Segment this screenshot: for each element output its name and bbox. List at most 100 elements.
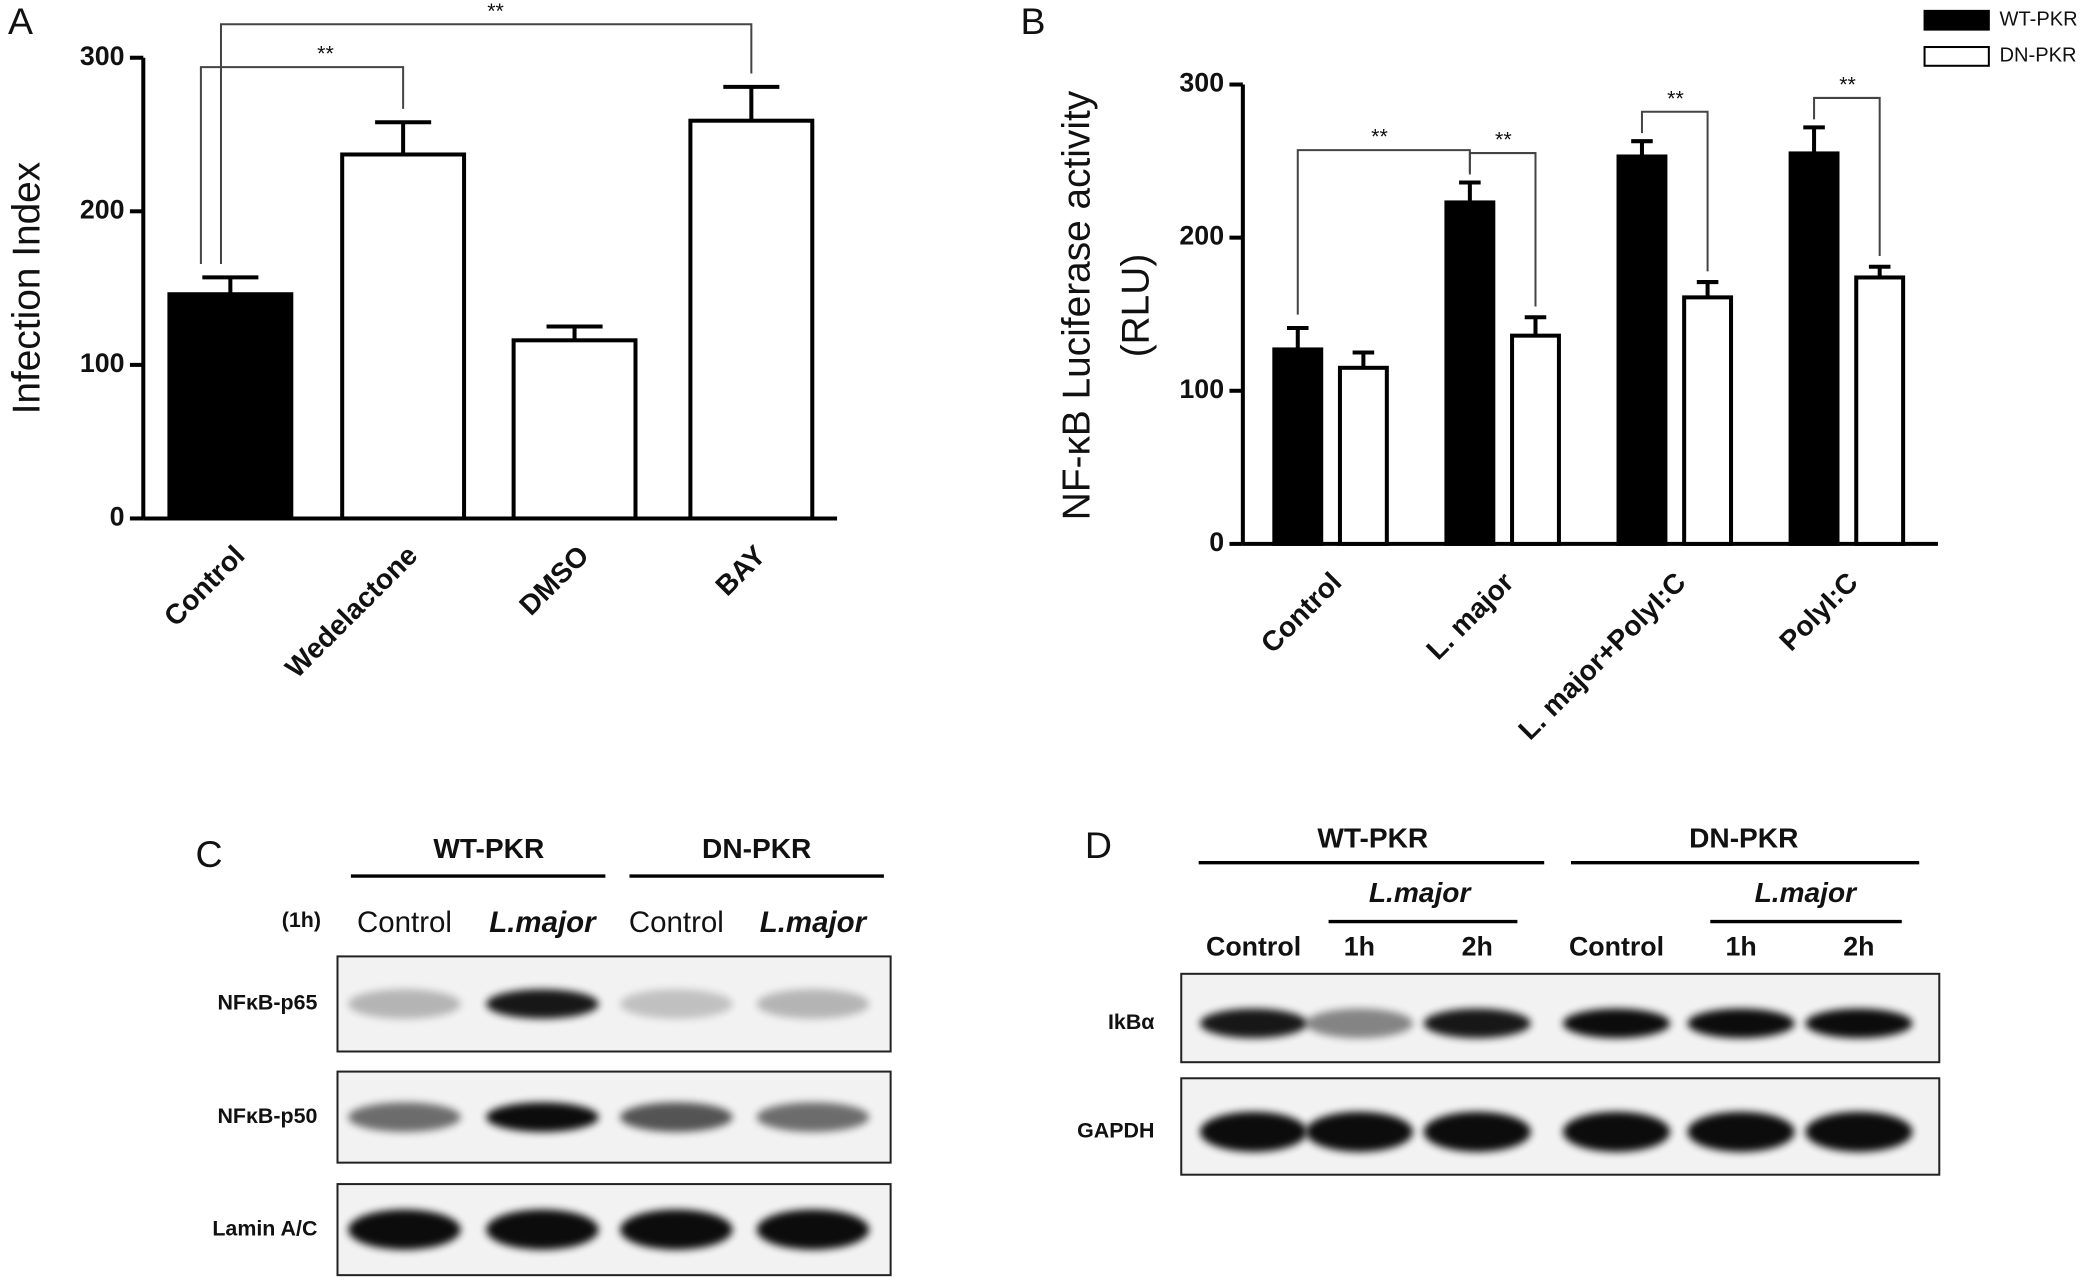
- band: [756, 989, 870, 1019]
- row-label: NFκB-p50: [217, 1104, 317, 1128]
- error-bar: [1352, 350, 1375, 368]
- bar: [688, 118, 815, 521]
- error-bar: [1524, 315, 1547, 336]
- significance-label: **: [487, 0, 504, 23]
- y-axis-label: NF-κB Luciferase activity: [1056, 90, 1099, 520]
- x-tick-label: DMSO: [513, 540, 595, 622]
- significance-bracket: [219, 23, 753, 264]
- x-tick-label: Control: [158, 540, 251, 633]
- band: [620, 989, 733, 1019]
- bar: [340, 152, 467, 521]
- time-label: (1h): [282, 908, 321, 932]
- significance-label: **: [1667, 86, 1684, 110]
- row-label: GAPDH: [1077, 1119, 1154, 1143]
- error-bar: [375, 120, 432, 155]
- y-tick-label: 300: [80, 41, 125, 71]
- legend-label: WT-PKR: [2000, 9, 2078, 31]
- panel-label: A: [8, 0, 33, 42]
- bar: [1510, 333, 1561, 546]
- y-axis-label: (RLU): [1115, 254, 1158, 358]
- significance-label: **: [1371, 125, 1388, 149]
- bar: [1272, 347, 1324, 546]
- band: [1423, 1008, 1531, 1039]
- x-tick-label: Wedelactone: [279, 540, 423, 684]
- band: [1687, 1008, 1795, 1039]
- x-tick-label: L. major: [1420, 566, 1519, 665]
- bar: [1444, 200, 1496, 546]
- bar: [1854, 275, 1906, 546]
- significance-label: **: [1495, 128, 1512, 152]
- group-label: DN-PKR: [702, 833, 811, 864]
- lane-label: L.major: [489, 906, 597, 939]
- legend-swatch: [1923, 9, 1990, 31]
- lane-label: L.major: [760, 906, 868, 939]
- error-bar: [1696, 280, 1719, 298]
- significance-label: **: [317, 42, 334, 66]
- band: [1562, 1008, 1671, 1039]
- error-bar: [1803, 125, 1825, 154]
- bar: [1788, 151, 1840, 546]
- legend-label: DN-PKR: [2000, 45, 2077, 67]
- band: [1562, 1111, 1671, 1152]
- panel-label: B: [1021, 0, 1046, 42]
- band: [620, 1102, 733, 1132]
- band: [1423, 1111, 1531, 1152]
- band: [1200, 1111, 1308, 1152]
- row-label: NFκB-p65: [217, 991, 317, 1015]
- band: [348, 989, 461, 1019]
- y-tick-label: 300: [1179, 68, 1224, 98]
- band: [486, 1209, 599, 1250]
- subgroup-label: L.major: [1755, 877, 1859, 908]
- bar: [1337, 365, 1389, 546]
- band: [1305, 1111, 1413, 1152]
- lane-label: 2h: [1843, 931, 1874, 961]
- y-axis-label: Infection Index: [6, 162, 49, 415]
- lane-label: Control: [1569, 931, 1664, 961]
- significance-bracket: [1813, 96, 1881, 257]
- significance-bracket: [1296, 149, 1471, 315]
- lane-label: 1h: [1725, 931, 1756, 961]
- group-label: WT-PKR: [433, 833, 544, 864]
- lane-label: 1h: [1344, 931, 1375, 961]
- error-bar: [1286, 325, 1309, 350]
- x-tick-label: PolyI:C: [1773, 566, 1863, 656]
- band: [1305, 1008, 1413, 1039]
- panel-label: D: [1085, 824, 1112, 866]
- legend-swatch: [1923, 46, 1990, 67]
- error-bar: [1868, 264, 1891, 278]
- band: [348, 1102, 461, 1132]
- y-tick-label: 100: [1179, 374, 1224, 404]
- band: [1200, 1008, 1308, 1039]
- significance-bracket: [199, 66, 405, 264]
- x-tick-label: Control: [1255, 566, 1348, 659]
- band: [1805, 1111, 1913, 1152]
- band: [348, 1209, 461, 1250]
- band: [486, 1102, 599, 1132]
- row-label: IkBα: [1108, 1010, 1154, 1034]
- y-tick-label: 200: [1179, 221, 1224, 251]
- significance-label: **: [1839, 73, 1856, 97]
- lane-label: 2h: [1462, 931, 1493, 961]
- row-label: Lamin A/C: [212, 1216, 317, 1240]
- lane-label: Control: [357, 906, 452, 939]
- error-bar: [1631, 139, 1653, 157]
- y-tick-label: 0: [110, 502, 125, 532]
- group-label: DN-PKR: [1689, 822, 1798, 853]
- band: [1805, 1008, 1913, 1039]
- error-bar: [1459, 180, 1481, 203]
- bar: [167, 292, 294, 521]
- band: [486, 989, 599, 1019]
- x-tick-label: L. major+PolyI:C: [1512, 566, 1691, 745]
- lane-label: Control: [629, 906, 724, 939]
- lane-label: Control: [1206, 931, 1301, 961]
- band: [1687, 1111, 1795, 1152]
- panel-label: C: [196, 833, 223, 875]
- bar: [511, 338, 638, 521]
- error-bar: [723, 84, 780, 121]
- bar: [1616, 154, 1668, 546]
- subgroup-label: L.major: [1369, 877, 1473, 908]
- significance-bracket: [1468, 152, 1537, 307]
- error-bar: [202, 275, 259, 295]
- band: [756, 1102, 870, 1132]
